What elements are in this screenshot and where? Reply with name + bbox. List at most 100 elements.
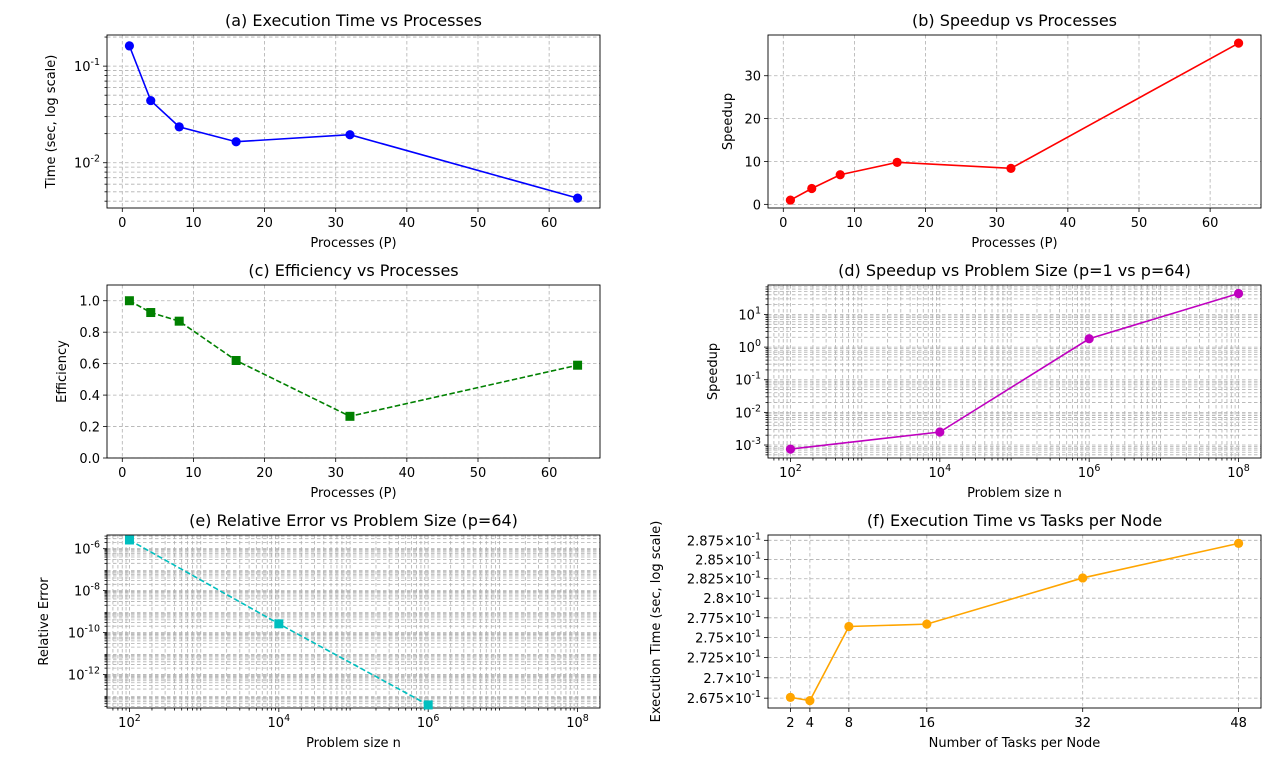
x-tick-label: 50	[1131, 216, 1148, 231]
data-point	[1078, 573, 1088, 583]
panel-title: (d) Speedup vs Problem Size (p=1 vs p=64…	[838, 261, 1191, 280]
data-point	[274, 619, 284, 629]
x-axis-label: Processes (P)	[310, 236, 396, 251]
y-axis-label: Efficiency	[55, 340, 70, 403]
series-line	[790, 292, 1239, 450]
y-tick-label: 0.4	[79, 389, 100, 404]
y-tick-label: 10	[744, 155, 761, 170]
x-tick-label: 20	[917, 216, 934, 231]
data-point	[1233, 538, 1244, 548]
series-line	[129, 300, 578, 418]
x-tick-label: 0	[118, 466, 126, 481]
data-point	[345, 411, 355, 421]
x-tick-label: 2	[786, 716, 794, 731]
data-point	[935, 427, 945, 437]
gridlines	[107, 35, 600, 208]
data-point	[785, 444, 796, 454]
x-tick-label: 32	[1074, 716, 1091, 731]
data-point	[174, 316, 184, 326]
x-tick-label: 50	[470, 466, 487, 481]
x-tick-label: 48	[1230, 716, 1247, 731]
axes-frame	[767, 284, 1262, 459]
data-point	[835, 170, 845, 180]
axes-frame	[106, 34, 601, 209]
x-tick-label: 60	[1202, 216, 1219, 231]
y-tick-label: 10-2	[735, 403, 761, 421]
data-point	[1233, 38, 1244, 48]
x-tick-label: 20	[256, 216, 273, 231]
y-tick-label: 0.2	[79, 421, 100, 436]
series-line	[790, 542, 1239, 702]
data-point	[174, 122, 184, 132]
x-tick-label: 30	[988, 216, 1005, 231]
data-point	[922, 619, 932, 629]
data-point	[124, 296, 134, 306]
gridlines	[768, 535, 1261, 708]
series-line	[128, 45, 578, 199]
y-tick-label: 0	[753, 198, 761, 213]
data-point	[345, 130, 355, 140]
x-tick-label: 108	[1227, 463, 1250, 481]
x-axis-label: Processes (P)	[310, 486, 396, 501]
y-tick-label: 2.875×10-1	[687, 531, 761, 549]
x-axis-label: Number of Tasks per Node	[929, 736, 1101, 751]
x-tick-label: 0	[779, 216, 787, 231]
data-point	[1233, 288, 1244, 299]
panel-f: 2 4 8 16 32 482.675×10-12.7×10-12.725×10-12.7…	[649, 511, 1262, 751]
y-tick-label: 10-1	[74, 57, 100, 75]
data-point	[807, 183, 817, 194]
y-tick-label: 20	[744, 113, 761, 128]
x-tick-label: 104	[929, 463, 952, 481]
panel-title: (f) Execution Time vs Tasks per Node	[867, 511, 1162, 530]
y-axis-label: Speedup	[706, 343, 721, 400]
y-axis-label: Time (sec, log scale)	[44, 55, 59, 190]
data-point	[423, 700, 433, 710]
y-tick-label: 2.85×10-1	[695, 550, 761, 568]
axes-frame	[767, 534, 1262, 709]
y-tick-label: 10-8	[74, 582, 100, 600]
y-tick-label: 2.825×10-1	[687, 570, 761, 588]
y-tick-label: 0.6	[79, 358, 100, 373]
data-point	[892, 157, 902, 167]
data-point	[844, 621, 854, 632]
data-point	[231, 137, 241, 147]
x-tick-label: 4	[806, 716, 814, 731]
panel-b: 0 10 20 30 40 50 60 0 10 20 30 (b) Speedup vs Proce…	[721, 11, 1262, 251]
x-tick-label: 30	[327, 216, 344, 231]
x-axis-label: Problem size n	[967, 486, 1062, 501]
y-axis-label: Relative Error	[37, 577, 52, 666]
x-tick-label: 10	[185, 466, 202, 481]
x-tick-label: 102	[779, 463, 802, 481]
panel-title: (e) Relative Error vs Problem Size (p=64…	[189, 511, 518, 530]
x-tick-label: 40	[399, 216, 416, 231]
x-tick-label: 102	[118, 713, 141, 731]
data-point	[146, 95, 156, 106]
x-axis-label: Problem size n	[306, 736, 401, 751]
data-point	[1084, 334, 1094, 344]
gridlines	[768, 285, 1261, 458]
panel-d: 102 104 106 108 10-3 10-2 10-1 100 101 (d) Speedu…	[706, 261, 1262, 501]
y-tick-label: 100	[738, 338, 761, 356]
axes-frame	[106, 534, 601, 709]
y-tick-label: 30	[744, 70, 761, 85]
x-tick-label: 20	[256, 466, 273, 481]
data-point	[1006, 163, 1016, 173]
data-point	[572, 193, 583, 203]
x-tick-label: 108	[566, 713, 589, 731]
data-point	[146, 308, 156, 318]
y-tick-label: 2.675×10-1	[687, 689, 761, 707]
x-tick-label: 30	[327, 466, 344, 481]
panel-e: 102 104 106 108 10-12 10-10 10-8 10-6 (e) Relati…	[37, 511, 601, 751]
y-tick-label: 10-12	[68, 665, 100, 683]
data-point	[785, 692, 796, 702]
gridlines	[768, 35, 1261, 208]
y-tick-label: 2.725×10-1	[687, 649, 761, 667]
panel-title: (c) Efficiency vs Processes	[248, 261, 458, 280]
y-tick-label: 1.0	[79, 295, 100, 310]
x-tick-label: 104	[268, 713, 291, 731]
x-tick-label: 60	[541, 216, 558, 231]
y-tick-label: 2.75×10-1	[695, 629, 761, 647]
series-line	[790, 42, 1239, 201]
y-tick-label: 2.7×10-1	[703, 669, 761, 687]
x-tick-label: 8	[845, 716, 853, 731]
